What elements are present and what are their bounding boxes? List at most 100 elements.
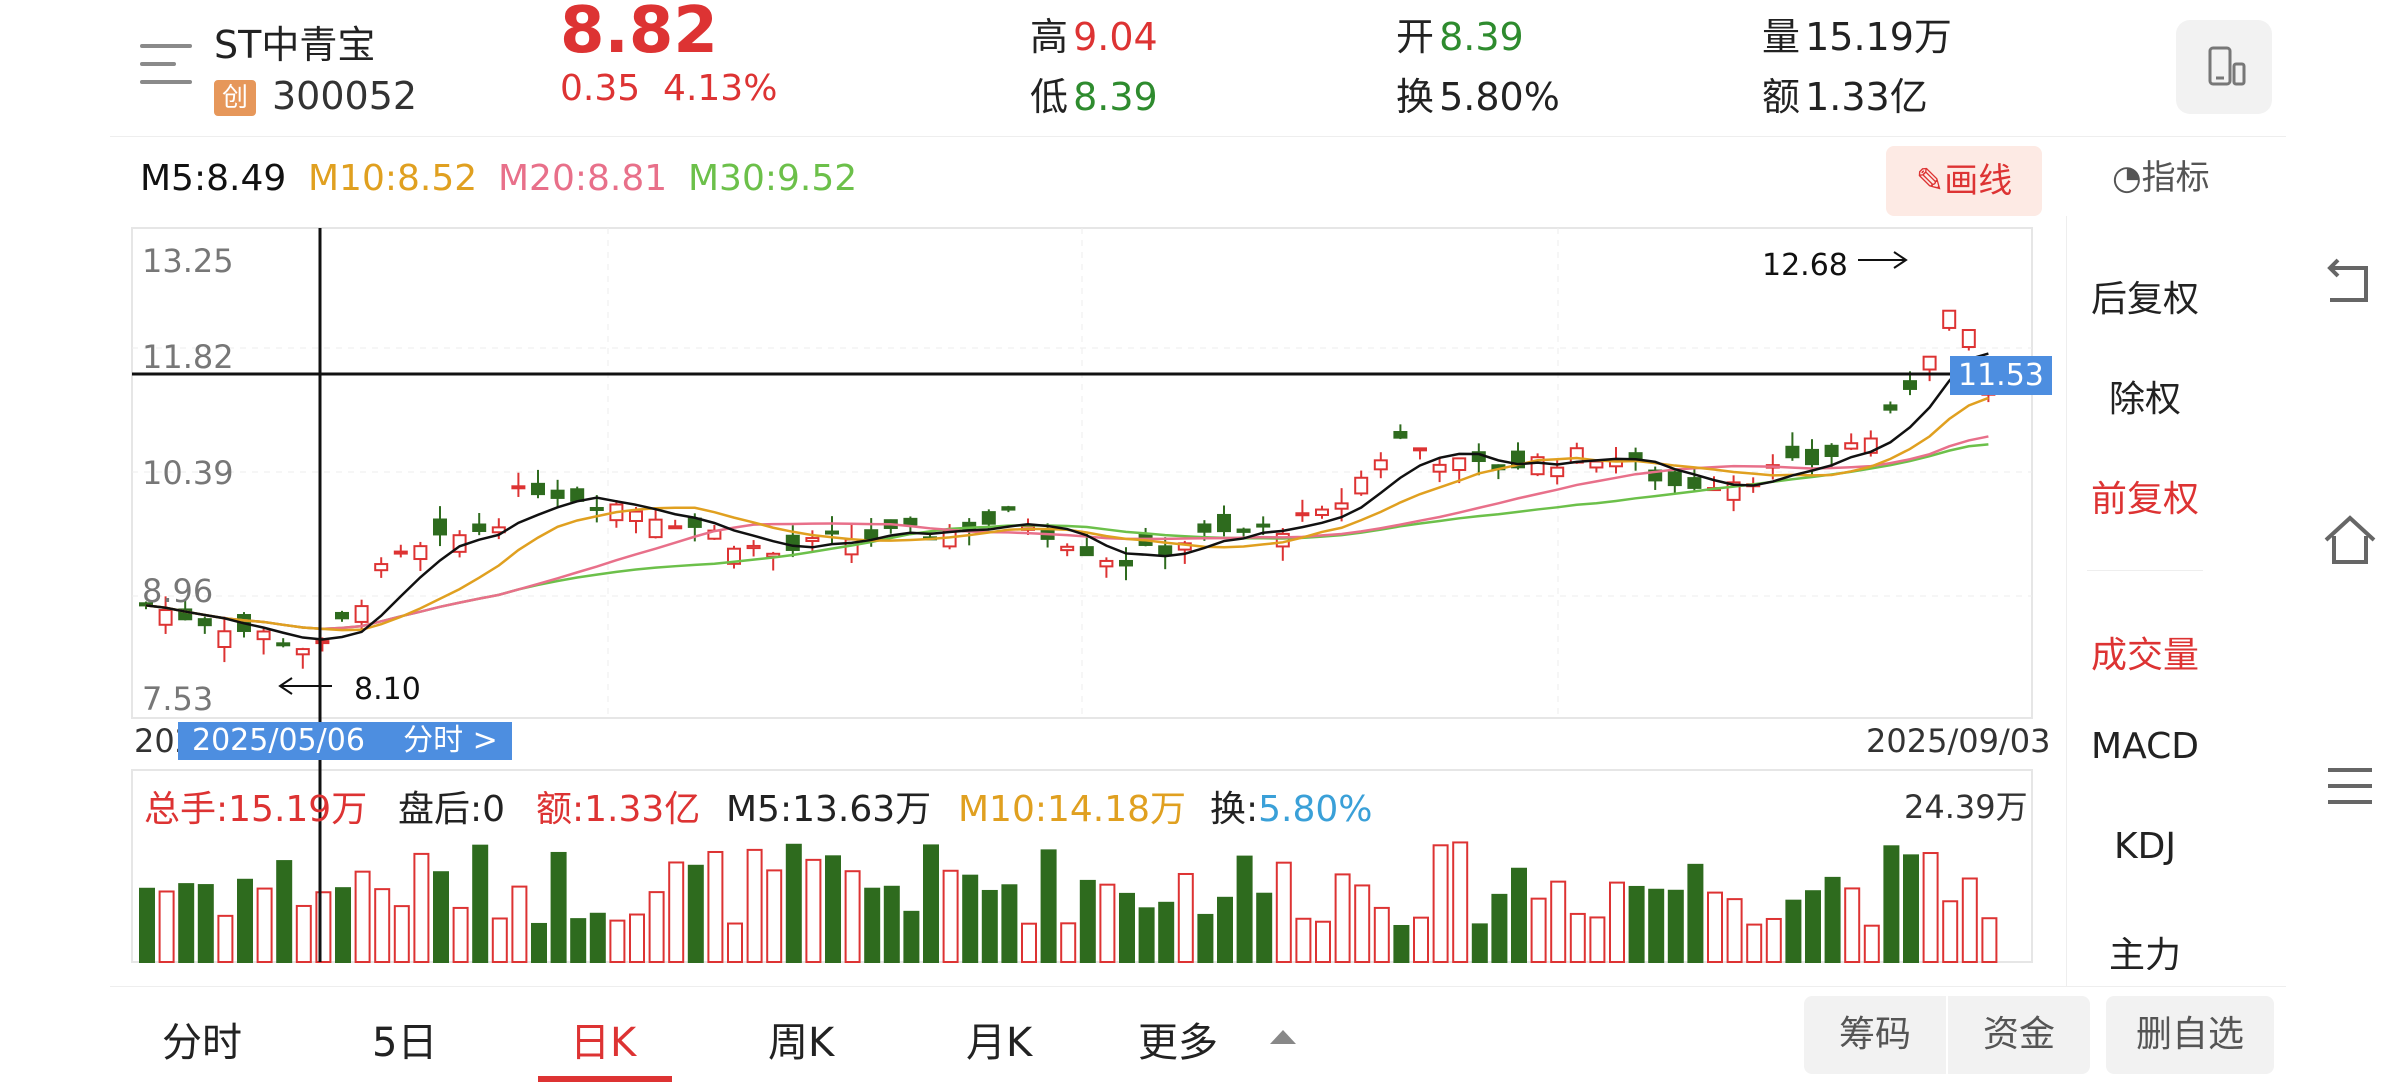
volume-bar [1726,898,1743,963]
candle-body [1824,444,1839,457]
side-item-main-force[interactable]: 主力 [2108,935,2181,970]
tab-weekly-k[interactable]: 周K [768,1020,835,1066]
turnover-value: 5.80% [1439,75,1560,119]
ma10-legend: M10:8.52 [308,158,478,199]
funds-button[interactable]: 资金 [1948,996,2090,1074]
volume-bar [1256,892,1273,964]
high-label: 高 [1030,15,1069,59]
volume-bar [1942,900,1959,963]
candle-body [668,525,683,530]
candle-body [570,488,585,502]
recent-apps-icon[interactable] [2322,758,2378,828]
kline-chart[interactable] [0,0,2050,980]
tab-time-share[interactable]: 分时 [162,1020,242,1066]
volume-bar [433,871,449,963]
indicator-button[interactable]: ◔指标 [2112,150,2210,199]
candle-body [1334,502,1349,510]
pencil-icon: ✎ [1915,161,1945,201]
side-divider [2087,570,2203,571]
volume-bar [413,852,430,964]
candle-body [197,618,212,627]
volume-bar [1530,897,1547,964]
vol-turnover-label: 换: [1210,789,1259,830]
stock-code: 300052 [272,74,418,118]
candle-body [589,506,604,511]
volume-bar [1746,923,1763,964]
volume-bar [1021,922,1037,963]
tab-monthly-k[interactable]: 月K [966,1020,1033,1066]
remove-watchlist-button[interactable]: 删自选 [2106,996,2274,1074]
after-hours: 盘后:0 [398,789,506,830]
volume-bar [1550,880,1567,964]
side-item-volume[interactable]: 成交量 [2090,635,2199,676]
volume-bar [335,887,351,963]
time-share-link[interactable]: 分时 > [403,723,498,758]
ma30-legend: M30:9.52 [688,158,858,199]
tab-daily-k[interactable]: 日K [570,1020,637,1066]
caret-up-icon[interactable] [1268,1028,1298,1048]
quote-volume: 量 15.19万 [1762,6,1952,61]
volume-bar [1863,924,1880,964]
volume-bar [237,878,253,964]
volume-bar [1138,907,1155,964]
volume-bar [374,888,391,963]
candle-body [1922,355,1937,371]
side-item-ex-rights[interactable]: 除权 [2108,379,2181,420]
candle-body [1961,329,1976,349]
tab-5day[interactable]: 5日 [372,1020,438,1066]
volume-bar [1315,920,1331,963]
crosshair-date-tag[interactable]: 2025/05/06 分时 > [178,722,512,760]
high-label: 12.68 [1762,248,1848,283]
candle-body [256,630,271,641]
volume-bar [648,891,665,964]
price-change: 0.35 4.13% [560,68,777,109]
side-item-forward-adjust[interactable]: 前复权 [2090,479,2199,520]
candle-body [1158,545,1173,556]
back-icon[interactable] [2322,256,2378,326]
candle-body [746,544,761,550]
side-item-kdj[interactable]: KDJ [2114,826,2176,867]
indicator-label: 指标 [2141,158,2210,198]
candle-body [1687,477,1702,489]
volume-bar [981,889,998,964]
y-tick: 11.82 [142,338,234,376]
candle-body [217,630,232,648]
volume-bar [1687,863,1704,964]
y-tick: 10.39 [142,454,234,492]
landscape-toggle-button[interactable] [2176,20,2272,114]
candle-body [1197,523,1212,533]
menu-icon[interactable] [140,44,192,88]
high-arrow-head [1893,251,1908,269]
volume-bar [276,860,293,964]
volume-bar [687,864,704,963]
candle-body [1119,559,1133,567]
tab-more[interactable]: 更多 [1138,1020,1218,1066]
candle-body [1295,512,1310,517]
candle-body [1648,469,1663,482]
volume-bar [1275,861,1292,964]
candle-body [864,529,879,540]
volume-bar [1295,917,1312,963]
volume-bar [1609,881,1625,963]
volume-amount: 额:1.33亿 [536,789,701,830]
volume-bar [178,883,195,963]
chips-button[interactable]: 筹码 [1804,996,1946,1074]
volume-bar [1217,896,1233,964]
ma10-line [145,396,1989,632]
current-price: 8.82 [560,0,718,68]
vol-turnover: 换:5.80% [1210,780,1373,832]
volume-bar [1334,873,1351,964]
home-icon[interactable] [2322,512,2378,582]
draw-line-button[interactable]: ✎画线 [1886,146,2042,216]
side-item-macd[interactable]: MACD [2091,726,2199,767]
candle-body [1079,546,1094,557]
volume-bar [1805,890,1821,963]
volume-bar [1707,891,1723,963]
board-badge: 创 [214,80,256,116]
high-value: 9.04 [1073,15,1158,59]
candle-body [276,642,291,647]
candle-body [1550,466,1565,478]
side-item-back-adjust[interactable]: 后复权 [2090,279,2199,320]
volume-bar [609,919,626,963]
quote-turnover: 换 5.80% [1396,66,1560,121]
